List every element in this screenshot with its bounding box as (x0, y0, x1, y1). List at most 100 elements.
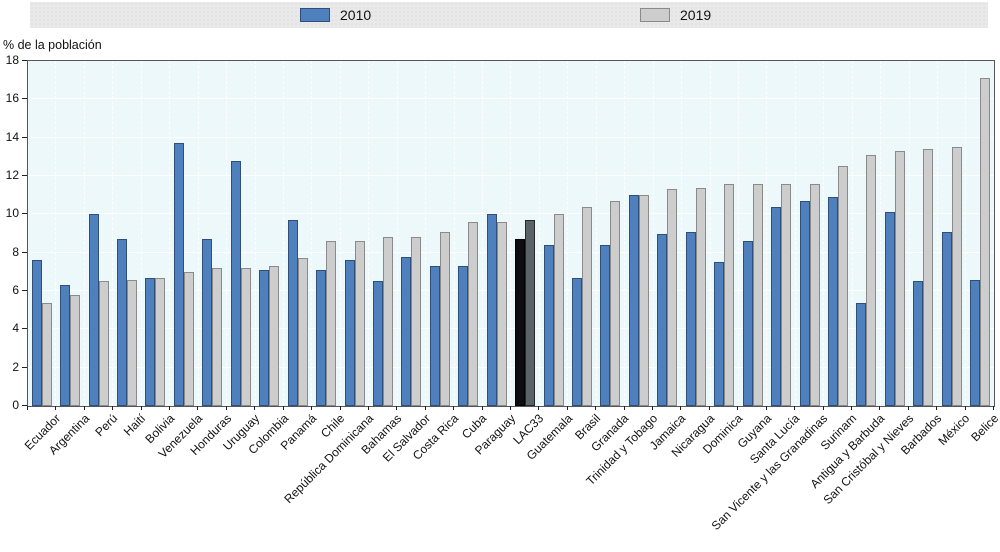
bar-2010-Santa Lucía (771, 206, 782, 406)
bar-2010-LAC33 (515, 239, 526, 406)
y-tick-label-0: 0 (12, 398, 19, 412)
bar-2010-Ecuador (31, 260, 42, 406)
bar-2019-Bolivia (155, 277, 166, 406)
bar-2010-Dominica (714, 262, 725, 406)
bar-2010-Perú (88, 214, 99, 406)
bar-2019-Nicaragua (695, 187, 706, 406)
bar-2019-Belice (980, 78, 991, 406)
bar-2019-San Cristóbal y Nieves (894, 151, 905, 406)
x-tick-mark-27 (794, 406, 796, 410)
bar-2010-Cuba (458, 266, 469, 406)
legend-item-2019: 2019 (640, 2, 711, 28)
y-tick-mark-4 (22, 328, 27, 330)
y-axis-title: % de la población (3, 38, 102, 52)
bar-2019-Paraguay (496, 222, 507, 406)
x-tick-mark-10 (311, 406, 313, 410)
x-tick-mark-11 (339, 406, 341, 410)
x-tick-mark-32 (936, 406, 938, 410)
x-tick-mark-8 (254, 406, 256, 410)
group-Uruguay (227, 61, 256, 406)
y-tick-label-6: 6 (12, 283, 19, 297)
y-tick-label-18: 18 (5, 53, 19, 67)
y-tick-mark-8 (22, 251, 27, 253)
group-San Cristóbal y Nieves (881, 61, 910, 406)
group-Chile (312, 61, 341, 406)
legend-label-2010: 2010 (340, 7, 372, 23)
group-LAC33 (511, 61, 540, 406)
group-Paraguay (483, 61, 512, 406)
group-Antigua y Barbuda (853, 61, 882, 406)
bar-2010-Venezuela (173, 143, 184, 406)
bar-2010-Jamaica (657, 233, 668, 406)
x-tick-mark-17 (510, 406, 511, 410)
x-tick-mark-31 (907, 406, 909, 410)
x-tick-mark-7 (225, 406, 227, 410)
y-tick-mark-6 (22, 290, 27, 291)
bar-2019-República Dominicana (354, 241, 365, 406)
bar-2019-Honduras (212, 268, 223, 406)
bar-2010-República Dominicana (344, 260, 355, 406)
bar-2010-San Vicente y las Granadinas (799, 200, 810, 406)
y-tick-mark-16 (22, 98, 27, 100)
x-tick-mark-22 (652, 406, 654, 410)
group-Haití (113, 61, 142, 406)
y-tick-label-8: 8 (12, 244, 19, 259)
group-República Dominicana (341, 61, 370, 406)
bar-2010-Trinidad y Tobago (628, 195, 639, 406)
x-tick-mark-13 (396, 406, 398, 410)
bar-2019-Santa Lucía (781, 183, 792, 406)
group-San Vicente y las Granadinas (796, 61, 825, 406)
legend-swatch-2019 (640, 8, 670, 22)
x-tick-mark-9 (282, 406, 284, 410)
group-Ecuador (28, 61, 57, 406)
x-tick-mark-24 (708, 406, 710, 410)
group-El Salvador (398, 61, 427, 406)
bar-2010-Paraguay (486, 214, 497, 406)
x-tick-mark-18 (538, 406, 540, 410)
bar-2010-Brasil (572, 277, 583, 406)
bar-2019-Ecuador (41, 302, 52, 406)
group-Venezuela (170, 61, 199, 406)
x-tick-mark-5 (169, 406, 171, 410)
y-tick-label-2: 2 (12, 359, 19, 374)
x-tick-mark-0 (27, 406, 28, 410)
x-tick-mark-4 (140, 406, 142, 410)
x-tick-mark-2 (83, 406, 85, 410)
y-tick-mark-14 (22, 136, 27, 138)
group-Belice (966, 61, 993, 406)
bar-2019-Barbados (923, 149, 934, 406)
bar-2019-Perú (98, 281, 109, 406)
bar-2010-Guyana (742, 241, 753, 406)
y-tick-label-14: 14 (5, 129, 19, 144)
group-Guyana (739, 61, 768, 406)
x-tick-mark-1 (55, 406, 57, 410)
x-tick-mark-23 (680, 406, 682, 410)
group-Bolivia (142, 61, 171, 406)
bar-2019-Uruguay (240, 268, 251, 406)
group-Argentina (56, 61, 85, 406)
x-tick-mark-30 (879, 406, 881, 410)
group-Bahamas (369, 61, 398, 406)
bar-2010-El Salvador (401, 256, 412, 406)
legend-bar: 2010 2019 (30, 2, 988, 28)
y-tick-label-10: 10 (5, 206, 19, 221)
y-tick-mark-18 (22, 60, 27, 61)
bar-2010-Guatemala (543, 245, 554, 406)
bar-2019-Colombia (269, 266, 280, 406)
x-tick-mark-21 (623, 406, 625, 410)
group-Surinam (824, 61, 853, 406)
group-Dominica (711, 61, 739, 406)
group-Trinidad y Tobago (625, 61, 654, 406)
bar-2010-Haití (117, 239, 128, 406)
group-México (938, 61, 967, 406)
x-tick-mark-33 (964, 406, 966, 410)
group-Honduras (199, 61, 228, 406)
y-tick-label-16: 16 (5, 91, 19, 106)
bar-2010-Colombia (259, 269, 270, 406)
x-tick-mark-26 (765, 406, 767, 410)
x-tick-mark-20 (595, 406, 597, 410)
bar-2010-Bolivia (145, 277, 156, 406)
group-Barbados (910, 61, 938, 406)
bar-2010-Surinam (827, 197, 838, 406)
